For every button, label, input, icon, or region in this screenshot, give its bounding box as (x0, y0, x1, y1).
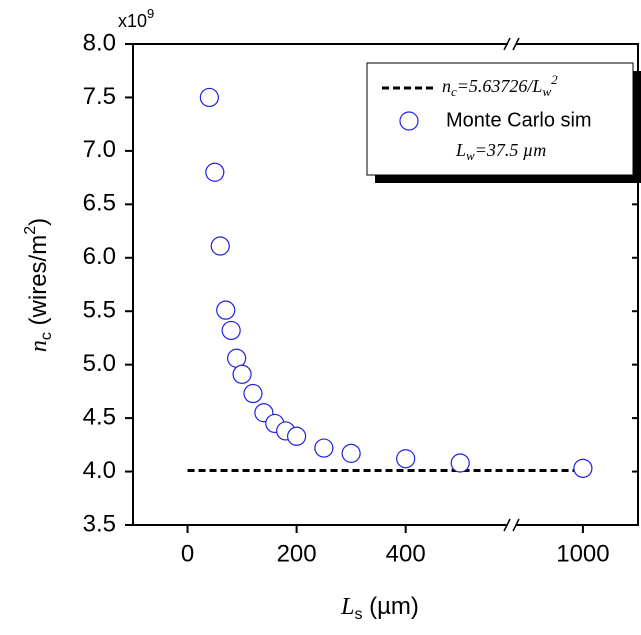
y-tick-label: 4.5 (83, 403, 116, 430)
data-point (243, 383, 263, 404)
y-tick-label: 8.0 (83, 29, 116, 56)
multiplier: x109 (118, 6, 154, 30)
y-tick-label: 7.5 (83, 83, 116, 110)
x-tick-label: 1000 (556, 540, 609, 567)
data-point (287, 426, 307, 446)
annotation: Lw=37.5 µm (455, 140, 546, 163)
data-point (396, 449, 416, 469)
x-axis-label: Ls (µm) (340, 593, 419, 623)
data-point (199, 87, 219, 108)
data-point (450, 453, 470, 473)
y-tick-label: 6.5 (83, 190, 116, 217)
y-axis-label: nc (wires/m2) (22, 218, 55, 352)
data-point (314, 438, 334, 458)
data-point (232, 364, 252, 384)
data-point (216, 300, 236, 320)
data-point (573, 458, 593, 478)
axis-break-gap (508, 519, 517, 531)
plot-frame (132, 43, 639, 526)
y-tick-label: 3.5 (83, 510, 116, 537)
legend-marker-label: Monte Carlo sim (446, 109, 592, 131)
x-tick-label: 200 (277, 540, 317, 567)
y-tick-label: 5.0 (83, 350, 116, 377)
data-point (227, 348, 247, 368)
x-tick-label: 400 (386, 540, 426, 567)
y-tick-label: 4.0 (83, 457, 116, 484)
legend-line-label: nc=5.63726/Lw2 (442, 72, 558, 99)
y-tick-label: 5.5 (83, 297, 116, 324)
data-point (210, 236, 230, 256)
data-point (221, 320, 241, 341)
axis-break (503, 518, 520, 532)
y-tick-label: 6.0 (83, 243, 116, 270)
y-tick-label: 7.0 (83, 136, 116, 163)
x-tick-label: 0 (181, 540, 194, 567)
axis-break-gap (508, 38, 517, 50)
axis-break (503, 37, 520, 51)
legend-marker-swatch (399, 111, 419, 131)
data-point (205, 162, 225, 182)
data-point (341, 443, 361, 463)
